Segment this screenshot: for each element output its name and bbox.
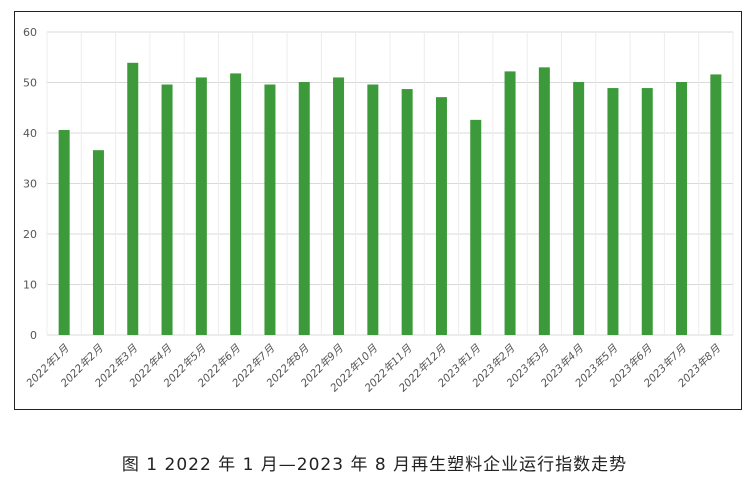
bar [538,67,550,335]
bar [367,84,379,336]
chart-frame: 0 10 20 30 40 50 60 2022年1月 2022年2月 2022年3月 2022年… [14,11,742,410]
bar [195,77,207,335]
y-tick-label: 50 [23,77,37,90]
y-tick-label: 40 [23,127,37,140]
bar [710,74,722,336]
bar [641,88,653,336]
y-tick-label: 0 [30,329,37,342]
bar [161,84,173,336]
bar [401,89,413,335]
x-axis-ticks: 2022年1月2022年2月2022年3月2022年4月2022年5月2022年… [24,342,723,394]
bar [92,150,104,335]
bar-chart: 0 10 20 30 40 50 60 2022年1月2022年2月2022年3月2022年… [23,26,734,394]
y-tick-label: 30 [23,178,37,191]
bar [573,81,585,336]
bar [264,84,276,336]
bar [230,73,242,335]
bar [676,81,688,336]
bar [607,88,619,336]
y-tick-label: 20 [23,228,37,241]
figure-caption: 图 1 2022 年 1 月—2023 年 8 月再生塑料企业运行指数走势 [121,455,628,475]
bar [298,81,310,336]
y-axis-ticks: 0 10 20 30 40 50 60 [23,26,37,342]
y-tick-label: 60 [23,26,37,39]
bar [504,71,516,335]
bar [435,97,447,336]
bar [127,62,139,336]
bar [333,77,345,335]
y-tick-label: 10 [23,279,37,292]
bar [470,119,482,336]
gridlines [46,31,734,336]
bars [58,62,722,336]
bar [58,129,70,335]
